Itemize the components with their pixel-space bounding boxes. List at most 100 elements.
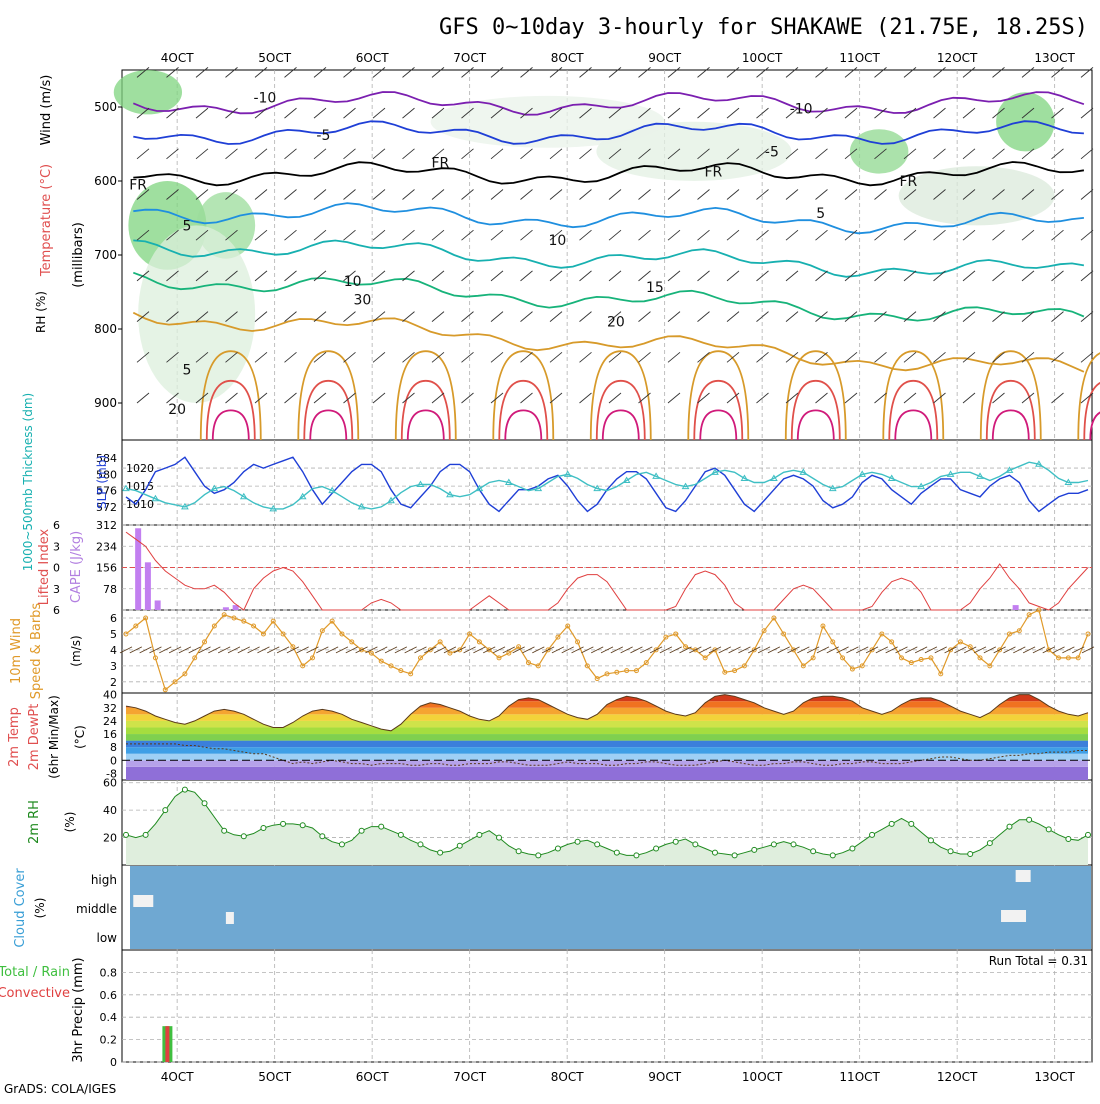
wind-barb [549, 189, 563, 200]
temp-unit-label: (°C) [73, 725, 87, 749]
thickness-marker [1064, 478, 1073, 485]
wind-barb [1080, 311, 1094, 322]
diurnal-contour [211, 409, 250, 441]
wind-speed-point [280, 631, 286, 637]
thickness-marker [563, 470, 572, 477]
rh-point [1006, 823, 1013, 830]
wind-barb [756, 311, 769, 322]
wind-barb-10m [168, 646, 182, 654]
wind-barb [166, 229, 179, 241]
rh-point [221, 827, 228, 834]
wind-barb [402, 67, 415, 78]
wind-speed-point [977, 655, 983, 661]
thickness-tick: 572 [96, 501, 117, 514]
wind-barb [431, 67, 445, 78]
rh-point [397, 831, 404, 838]
temp-tick: 40 [103, 689, 117, 702]
wind-barb-10m [708, 646, 722, 654]
wind-barb [756, 270, 769, 282]
wind-speed-point [329, 618, 335, 624]
wind-barb [815, 392, 828, 404]
wind-speed-point [1036, 607, 1042, 613]
wind-speed-point [869, 647, 875, 653]
wind-barb [992, 270, 1005, 282]
wind-barb-10m [355, 646, 368, 654]
wind-barb-10m [1062, 646, 1075, 654]
thickness-marker [858, 470, 867, 477]
wind-barb [284, 107, 297, 119]
wind-barb [844, 107, 858, 119]
thickness-marker [740, 474, 749, 481]
diurnal-contour [687, 350, 750, 441]
wind-barb [490, 107, 504, 119]
diurnal-contour [297, 350, 360, 441]
wind-barb [667, 311, 681, 322]
thickness-marker [239, 492, 248, 500]
temp-band [126, 760, 1088, 767]
wind-speed-point [781, 631, 787, 637]
rh-shading [113, 70, 183, 115]
wind-barb [874, 107, 887, 119]
wind-barb [608, 351, 622, 363]
rh-point [711, 849, 718, 856]
date-tick-bottom: 13OCT [1034, 1070, 1075, 1084]
wind-barb-10m [591, 646, 604, 654]
rh-point [1065, 835, 1072, 842]
wind-speed-point [584, 663, 590, 669]
wind-barb [697, 392, 710, 404]
wind-barb [343, 270, 356, 282]
diurnal-contour [205, 379, 256, 441]
wind-speed-point [467, 631, 473, 637]
rh-point [810, 848, 817, 855]
date-tick-top: 4OCT [161, 51, 194, 65]
li-tick: 0 [53, 562, 60, 575]
wind-barb [284, 311, 297, 322]
date-tick-top: 6OCT [356, 51, 389, 65]
wind-barb-10m [139, 646, 152, 654]
diurnal-contour [595, 379, 646, 441]
date-tick-bottom: 10OCT [742, 1070, 783, 1084]
wind-speed-point [791, 647, 797, 653]
wind-barb [461, 148, 474, 160]
wind-speed-point [898, 655, 904, 661]
wind-barb-10m [129, 646, 142, 654]
wind-barb [461, 67, 474, 78]
wind-speed-point [987, 663, 993, 669]
wind-barb [166, 107, 179, 119]
wind-barb [1021, 311, 1035, 322]
wind-barb [402, 189, 415, 200]
wind-barb [697, 351, 710, 363]
temperature-axis-label: Temperature (°C) [39, 164, 54, 277]
wind-barb [372, 392, 386, 404]
rh-point [633, 852, 640, 859]
wind-speed-point [359, 647, 365, 653]
wind-barb [431, 229, 445, 241]
contour-label: 5 [816, 206, 825, 222]
wind-speed-point [889, 639, 895, 645]
pressure-tick: 900 [94, 396, 117, 410]
wind-barb [697, 229, 710, 241]
wind-barb [903, 107, 917, 119]
wind-barb [962, 107, 976, 119]
rh-point [299, 822, 306, 829]
temp-band [126, 753, 1088, 761]
thickness-marker [681, 482, 690, 490]
wind-barb [372, 351, 386, 363]
wind-barb [1080, 351, 1094, 363]
wind-barb [1021, 189, 1035, 200]
wind-barb-10m [571, 646, 584, 654]
contour-label: 30 [353, 292, 371, 308]
thickness-axis-label: 1000~500mb Thickness (dm) [21, 393, 35, 571]
wind-speed-point [928, 655, 934, 661]
wind-barb [1021, 392, 1035, 404]
diurnal-contour [504, 409, 543, 441]
contour-label: FR [705, 164, 723, 180]
temp-band [126, 766, 1088, 780]
wind-barb [785, 67, 799, 78]
wind-barb [756, 107, 769, 119]
cape-tick: 234 [96, 540, 117, 553]
wind-barb [785, 392, 799, 404]
cape-bar [1012, 605, 1019, 610]
wind-barb [520, 148, 533, 160]
wind-barb [608, 229, 622, 241]
